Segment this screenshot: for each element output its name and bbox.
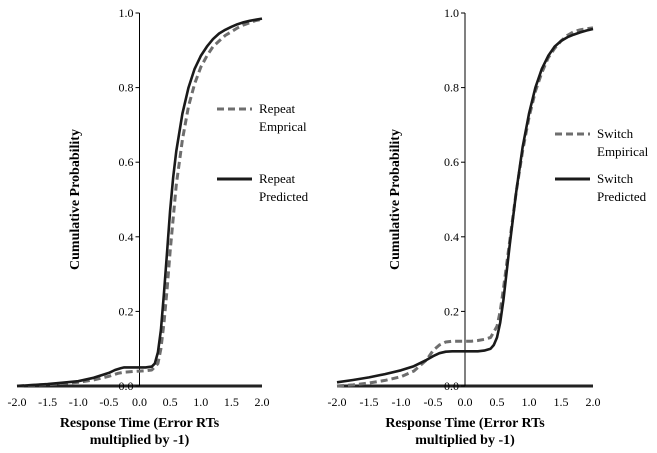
y-tick-label: 0.0	[444, 379, 459, 393]
y-tick-label: 0.2	[119, 304, 134, 318]
y-tick-label: 1.0	[444, 6, 459, 20]
x-tick-label: -1.5	[38, 395, 57, 409]
legend-label: Repeat	[259, 171, 295, 186]
series-line-solid	[16, 17, 263, 388]
x-tick-label: 2.0	[586, 395, 601, 409]
chart-panel-switch: 0.00.20.40.60.81.0-2.0 -1.5 -1.0 -0.5 0.0 0.5…	[328, 6, 649, 448]
legend-label: Predicted	[597, 189, 647, 204]
x-tick-label: 0.5	[163, 395, 178, 409]
x-tick-label: 1.5	[554, 395, 569, 409]
y-axis-title: Cumulative Probability	[68, 129, 83, 270]
legend-label: Repeat	[259, 101, 295, 116]
chart-panel-repeat: 0.00.20.40.60.81.0-2.0 -1.5 -1.0 -0.5 0.0 0.5…	[8, 6, 309, 448]
y-tick-label: 0.8	[444, 81, 459, 95]
x-tick-label: 1.0	[193, 395, 208, 409]
x-tick-label: -1.5	[360, 395, 379, 409]
y-axis-title: Cumulative Probability	[388, 129, 403, 270]
x-tick-label: -2.0	[8, 395, 27, 409]
x-tick-label: -2.0	[328, 395, 347, 409]
y-tick-label: 0.6	[119, 155, 134, 169]
y-tick-label: 0.8	[119, 81, 134, 95]
x-tick-label: 1.5	[224, 395, 239, 409]
y-tick-label: 0.2	[444, 304, 459, 318]
y-tick-label: 0.6	[444, 155, 459, 169]
y-tick-label: 0.0	[119, 379, 134, 393]
x-tick-label: -1.0	[69, 395, 88, 409]
x-tick-label: 0.0	[132, 395, 147, 409]
legend-label: Switch	[597, 171, 634, 186]
x-axis-title: Response Time (Error RTs	[60, 416, 220, 431]
legend-label: Empirical	[597, 144, 649, 159]
x-tick-label: -0.5	[424, 395, 443, 409]
legend-label: Emprical	[259, 119, 307, 134]
legend-label: Predicted	[259, 189, 309, 204]
x-tick-label: 0.5	[490, 395, 505, 409]
legend-label: Switch	[597, 126, 634, 141]
y-tick-label: 1.0	[119, 6, 134, 20]
x-axis-title: multiplied by -1)	[415, 433, 515, 448]
series-line-dashed	[16, 17, 263, 388]
x-tick-label: -0.5	[99, 395, 118, 409]
x-tick-label: 1.0	[522, 395, 537, 409]
y-tick-label: 0.4	[119, 230, 134, 244]
x-tick-label: 0.0	[458, 395, 473, 409]
x-axis-title: multiplied by -1)	[90, 433, 190, 448]
x-tick-label: 2.0	[255, 395, 270, 409]
y-tick-label: 0.4	[444, 230, 459, 244]
x-tick-label: -1.0	[392, 395, 411, 409]
series-line-solid	[336, 27, 594, 384]
x-axis-title: Response Time (Error RTs	[385, 416, 545, 431]
